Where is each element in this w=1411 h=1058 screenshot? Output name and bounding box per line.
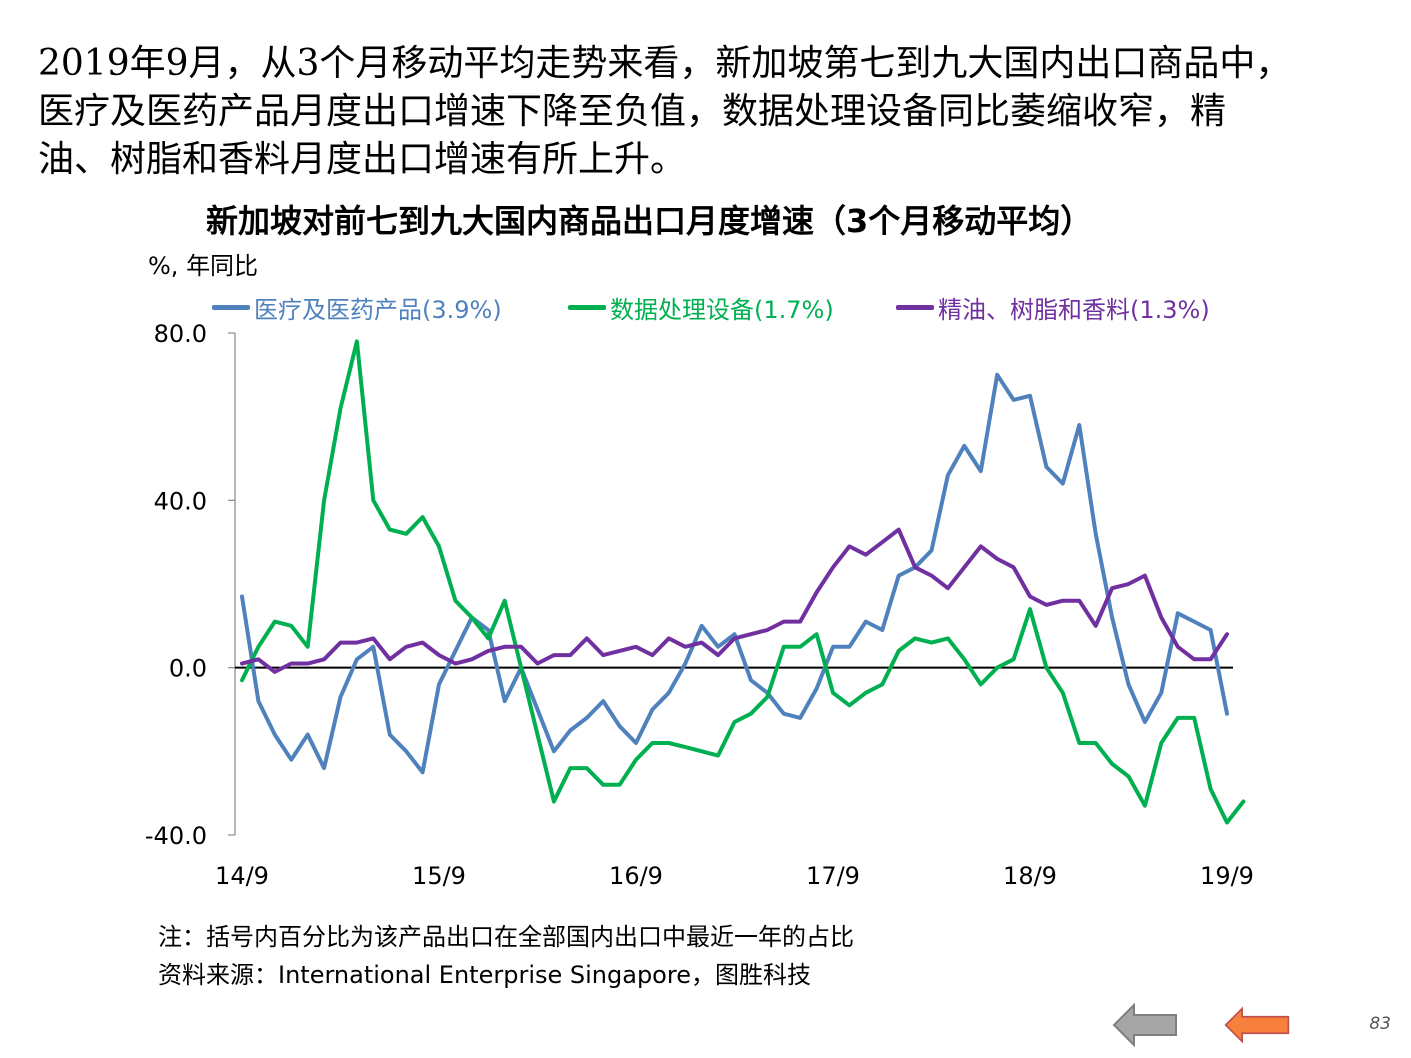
headline-line-2: 医疗及医药产品月度出口增速下降至负值，数据处理设备同比萎缩收窄，精 xyxy=(38,91,1227,132)
legend-item-medical: 医疗及医药产品(3.9%) xyxy=(212,290,502,325)
legend-swatch-essential-oils xyxy=(896,305,934,310)
left-arrow-icon xyxy=(1112,1003,1177,1047)
previous-page-button[interactable] xyxy=(1224,1003,1290,1047)
page-number: 83 xyxy=(1369,1014,1391,1034)
footnote-note: 注：括号内百分比为该产品出口在全部国内出口中最近一年的占比 xyxy=(158,923,854,951)
legend-label-medical: 医疗及医药产品(3.9%) xyxy=(254,296,502,324)
legend-item-essential-oils: 精油、树脂和香料(1.3%) xyxy=(896,290,1210,325)
x-tick-label: 17/9 xyxy=(806,862,860,890)
y-tick-label: 40.0 xyxy=(154,487,207,515)
back-arrow-button[interactable] xyxy=(1112,1003,1178,1047)
series-line-essential-oils xyxy=(240,527,1229,674)
x-tick-label: 14/9 xyxy=(215,862,269,890)
y-axis-unit-label: %, 年同比 xyxy=(148,252,259,280)
left-arrow-icon xyxy=(1224,1006,1290,1044)
legend-swatch-data-processing xyxy=(568,305,606,310)
y-tick-label: 80.0 xyxy=(154,320,207,348)
series-line-medical xyxy=(240,372,1229,775)
headline-line-1: 2019年9月，从3个月移动平均走势来看，新加坡第七到九大国内出口商品中， xyxy=(38,43,1292,84)
x-tick-label: 19/9 xyxy=(1200,862,1254,890)
x-tick-label: 15/9 xyxy=(412,862,466,890)
legend-label-data-processing: 数据处理设备(1.7%) xyxy=(610,296,834,324)
x-tick-label: 16/9 xyxy=(609,862,663,890)
footnote: 注：括号内百分比为该产品出口在全部国内出口中最近一年的占比 资料来源：Inter… xyxy=(158,918,854,994)
y-tick-label: 0.0 xyxy=(169,655,207,683)
chart-title: 新加坡对前七到九大国内商品出口月度增速（3个月移动平均） xyxy=(206,202,1093,240)
headline: 2019年9月，从3个月移动平均走势来看，新加坡第七到九大国内出口商品中， 医疗… xyxy=(38,40,1388,184)
series-line-data-processing xyxy=(240,339,1246,825)
legend-swatch-medical xyxy=(212,305,250,310)
legend-label-essential-oils: 精油、树脂和香料(1.3%) xyxy=(938,296,1210,324)
footnote-source: 资料来源：International Enterprise Singapore，… xyxy=(158,961,811,989)
headline-line-3: 油、树脂和香料月度出口增速有所上升。 xyxy=(38,139,687,180)
y-tick-label: -40.0 xyxy=(145,822,207,850)
legend-item-data-processing: 数据处理设备(1.7%) xyxy=(568,290,834,325)
x-tick-label: 18/9 xyxy=(1003,862,1057,890)
